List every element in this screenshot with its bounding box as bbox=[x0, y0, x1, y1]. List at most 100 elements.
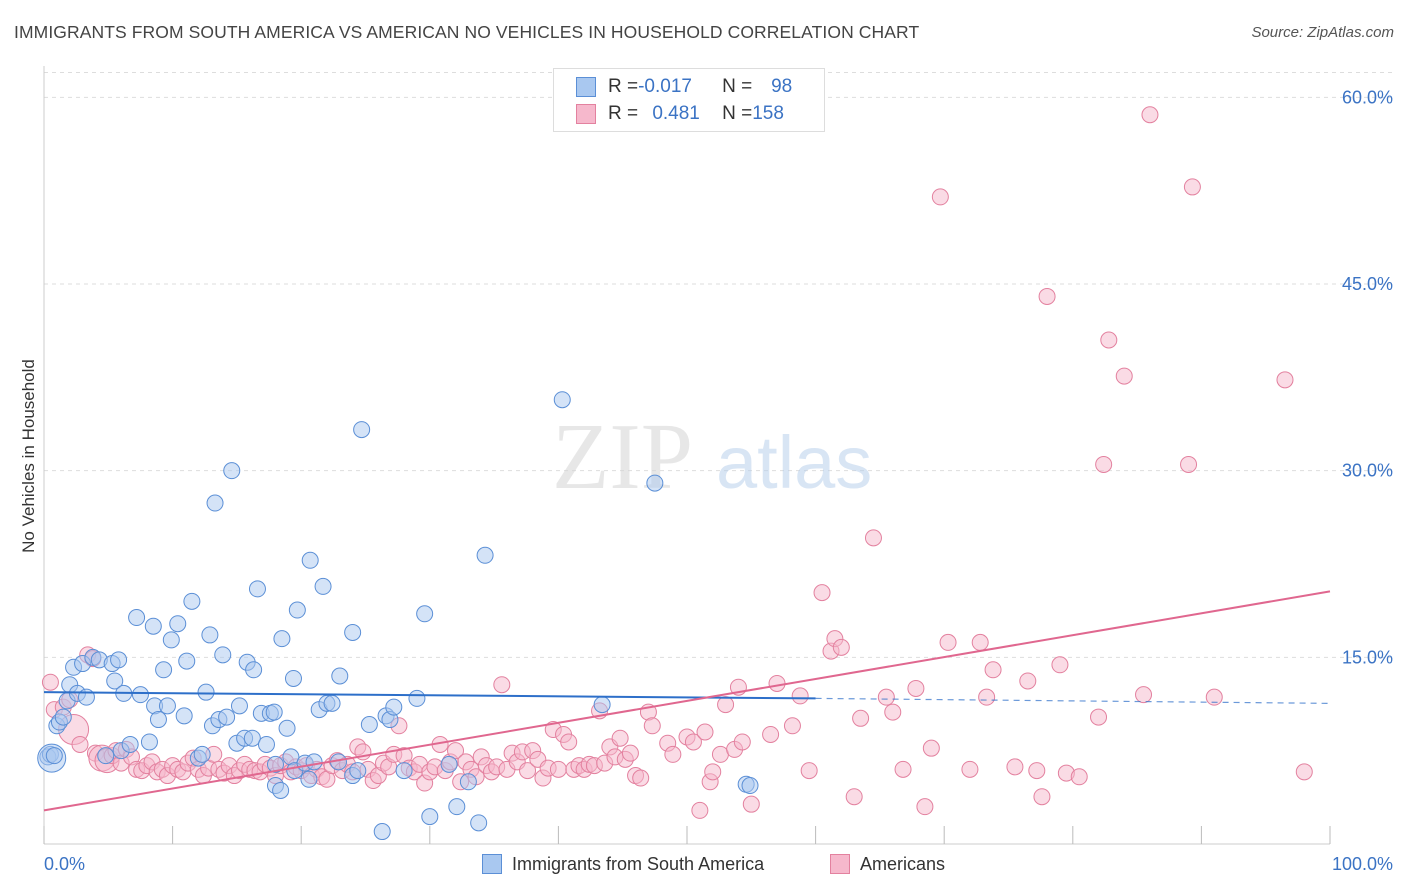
pink-swatch bbox=[576, 104, 596, 124]
n-label: N = bbox=[722, 76, 753, 97]
americans-point bbox=[696, 723, 714, 741]
americans-point bbox=[791, 687, 809, 705]
americans-point bbox=[852, 709, 870, 727]
immigrants-point bbox=[106, 672, 124, 690]
immigrants-point bbox=[162, 631, 180, 649]
immigrants-point bbox=[284, 669, 302, 687]
americans-point bbox=[1051, 656, 1069, 674]
grid-layer: 15.0% 30.0% 45.0% 60.0% bbox=[44, 71, 1394, 667]
y-tick-label: 60.0% bbox=[1342, 87, 1393, 107]
americans-point bbox=[704, 763, 722, 781]
americans-point bbox=[632, 769, 650, 787]
immigrants-point bbox=[459, 773, 477, 791]
immigrants-point bbox=[344, 623, 362, 641]
immigrants-point bbox=[470, 814, 488, 832]
immigrants-point bbox=[314, 577, 332, 595]
americans-point bbox=[922, 739, 940, 757]
trend-lines bbox=[43, 590, 1331, 812]
r-label: R = bbox=[608, 103, 639, 124]
immigrants-point bbox=[201, 626, 219, 644]
americans-point bbox=[711, 745, 729, 763]
immigrants-point bbox=[395, 762, 413, 780]
immigrants-point bbox=[257, 735, 275, 753]
immigrants-point bbox=[97, 747, 115, 765]
immigrants-point bbox=[110, 651, 128, 669]
americans-point bbox=[1180, 455, 1198, 473]
r-value: -0.017 bbox=[638, 76, 692, 97]
immigrants-point bbox=[183, 592, 201, 610]
americans-point bbox=[768, 674, 786, 692]
americans-point bbox=[560, 733, 578, 751]
americans-point bbox=[493, 676, 511, 694]
americans-point bbox=[1135, 686, 1153, 704]
immigrants-point bbox=[223, 462, 241, 480]
n-value: 98 bbox=[771, 76, 793, 97]
americans-point bbox=[643, 717, 661, 735]
y-axis-label: No Vehicles in Household bbox=[19, 359, 38, 553]
immigrants-point bbox=[266, 755, 284, 773]
immigrants-point bbox=[131, 686, 149, 704]
americans-point bbox=[1028, 762, 1046, 780]
americans-point bbox=[813, 584, 831, 602]
immigrants-point bbox=[741, 777, 759, 795]
chart-source: Source: ZipAtlas.com bbox=[1251, 24, 1394, 41]
chart-title: IMMIGRANTS FROM SOUTH AMERICA VS AMERICA… bbox=[14, 22, 920, 42]
americans-point bbox=[1006, 758, 1024, 776]
legend-item-americans[interactable]: Americans bbox=[830, 852, 945, 876]
americans-point bbox=[916, 798, 934, 816]
americans-point bbox=[783, 717, 801, 735]
immigrants-point bbox=[273, 630, 291, 648]
americans-point bbox=[984, 661, 1002, 679]
americans-point bbox=[71, 735, 89, 753]
legend-label-immigrants: Immigrants from South America bbox=[512, 853, 765, 874]
immigrants-point bbox=[448, 798, 466, 816]
y-tick-label: 15.0% bbox=[1342, 647, 1393, 667]
stats-legend-row-americans: R = 0.481 N = 158 bbox=[576, 101, 792, 127]
americans-point bbox=[447, 742, 465, 760]
americans-point bbox=[1033, 788, 1051, 806]
americans-point bbox=[845, 788, 863, 806]
immigrants-point bbox=[45, 747, 63, 765]
immigrants-point bbox=[128, 609, 146, 627]
immigrants-point bbox=[149, 711, 167, 729]
americans-point bbox=[1100, 331, 1118, 349]
americans-point bbox=[939, 633, 957, 651]
immigrants-point bbox=[440, 755, 458, 773]
immigrants-point bbox=[421, 808, 439, 826]
americans-point bbox=[800, 762, 818, 780]
immigrants-point bbox=[416, 605, 434, 623]
americans-point bbox=[621, 744, 639, 762]
americans-point bbox=[978, 688, 996, 706]
americans-point bbox=[1276, 371, 1294, 389]
legend-item-immigrants[interactable]: Immigrants from South America bbox=[482, 852, 764, 876]
n-label: N = bbox=[722, 103, 753, 124]
americans-point bbox=[717, 696, 735, 714]
immigrants-point bbox=[353, 421, 371, 439]
immigrants-point bbox=[248, 580, 266, 598]
americans-point bbox=[884, 703, 902, 721]
immigrants-point bbox=[265, 703, 283, 721]
pink-swatch bbox=[830, 854, 850, 874]
americans-point bbox=[742, 795, 760, 813]
immigrants-point bbox=[373, 823, 391, 841]
americans-point bbox=[832, 638, 850, 656]
americans-point bbox=[684, 733, 702, 751]
blue-swatch bbox=[576, 77, 596, 97]
stats-legend: R = -0.017 N = 98 R = 0.481 N = 158 bbox=[553, 68, 825, 132]
americans-point bbox=[1019, 672, 1037, 690]
immigrants-point bbox=[230, 697, 248, 715]
immigrants-point bbox=[218, 708, 236, 726]
americans-point bbox=[762, 725, 780, 743]
r-value: 0.481 bbox=[652, 103, 700, 124]
americans-point bbox=[1095, 455, 1113, 473]
americans-point bbox=[519, 762, 537, 780]
immigrants-point bbox=[155, 661, 173, 679]
stats-legend-row-immigrants: R = -0.017 N = 98 bbox=[576, 74, 792, 100]
immigrants-trend-line-extension bbox=[815, 697, 1331, 704]
legend-label-americans: Americans bbox=[860, 853, 946, 874]
immigrants-point bbox=[385, 698, 403, 716]
blue-swatch bbox=[482, 854, 502, 874]
immigrants-point bbox=[272, 781, 290, 799]
immigrants-point bbox=[476, 546, 494, 564]
immigrants-point bbox=[214, 646, 232, 664]
